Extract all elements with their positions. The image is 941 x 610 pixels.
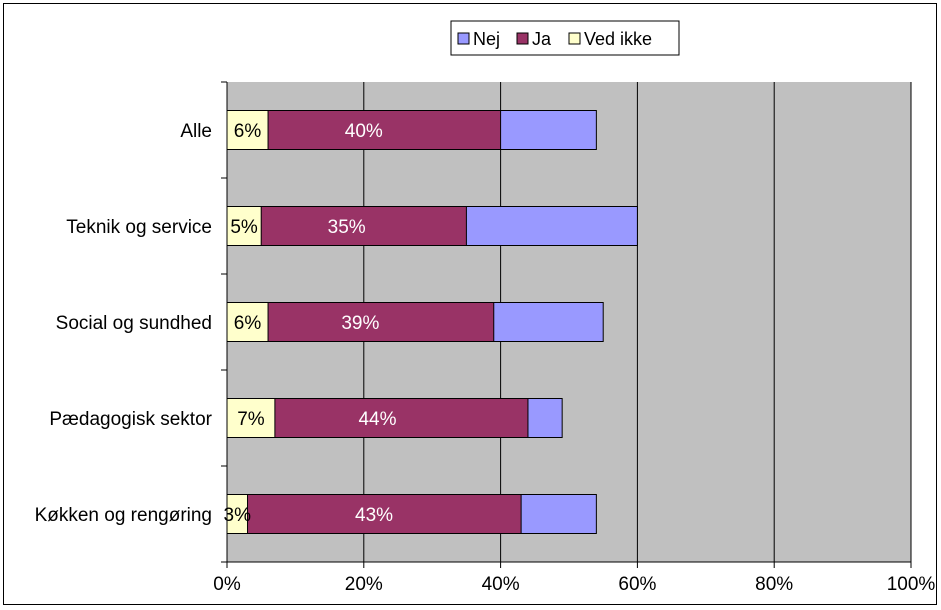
- data-label: 7%: [237, 409, 265, 430]
- x-tick-label: 80%: [755, 574, 793, 595]
- data-label: 3%: [224, 505, 252, 526]
- x-tick-label: 20%: [345, 574, 383, 595]
- bar-ved-ikke: [226, 110, 269, 150]
- data-label: 35%: [328, 217, 366, 238]
- data-label: 43%: [355, 505, 393, 526]
- data-label: 6%: [234, 313, 262, 334]
- category-label: Køkken og rengøring: [35, 505, 212, 526]
- bar-ved-ikke: [226, 494, 249, 534]
- bar-ja: [226, 398, 529, 438]
- bar-ja: [226, 206, 467, 246]
- data-label: 39%: [341, 313, 379, 334]
- bar-ja: [226, 302, 495, 342]
- category-label: Social og sundhed: [56, 313, 212, 334]
- x-tick-label: 0%: [213, 574, 241, 595]
- bar-ved-ikke: [226, 302, 269, 342]
- x-tick-label: 100%: [887, 574, 936, 595]
- category-label: Pædagogisk sektor: [49, 409, 212, 430]
- data-label: 40%: [345, 121, 383, 142]
- data-label: 5%: [230, 217, 258, 238]
- legend-box: [450, 20, 680, 56]
- legend-label: Nej: [473, 29, 500, 49]
- category-label: Teknik og service: [66, 217, 212, 238]
- legend-swatch: [568, 32, 581, 45]
- legend-label: Ved ikke: [584, 29, 652, 49]
- bar-ved-ikke: [226, 398, 276, 438]
- bar-ved-ikke: [226, 206, 262, 246]
- x-tick-label: 60%: [618, 574, 656, 595]
- data-label: 6%: [234, 121, 262, 142]
- legend-label: Ja: [532, 29, 552, 49]
- bar-ja: [226, 494, 522, 534]
- category-label: Alle: [180, 121, 212, 142]
- data-label: 44%: [358, 409, 396, 430]
- x-tick-label: 40%: [482, 574, 520, 595]
- legend-swatch: [516, 32, 529, 45]
- legend-swatch: [457, 32, 470, 45]
